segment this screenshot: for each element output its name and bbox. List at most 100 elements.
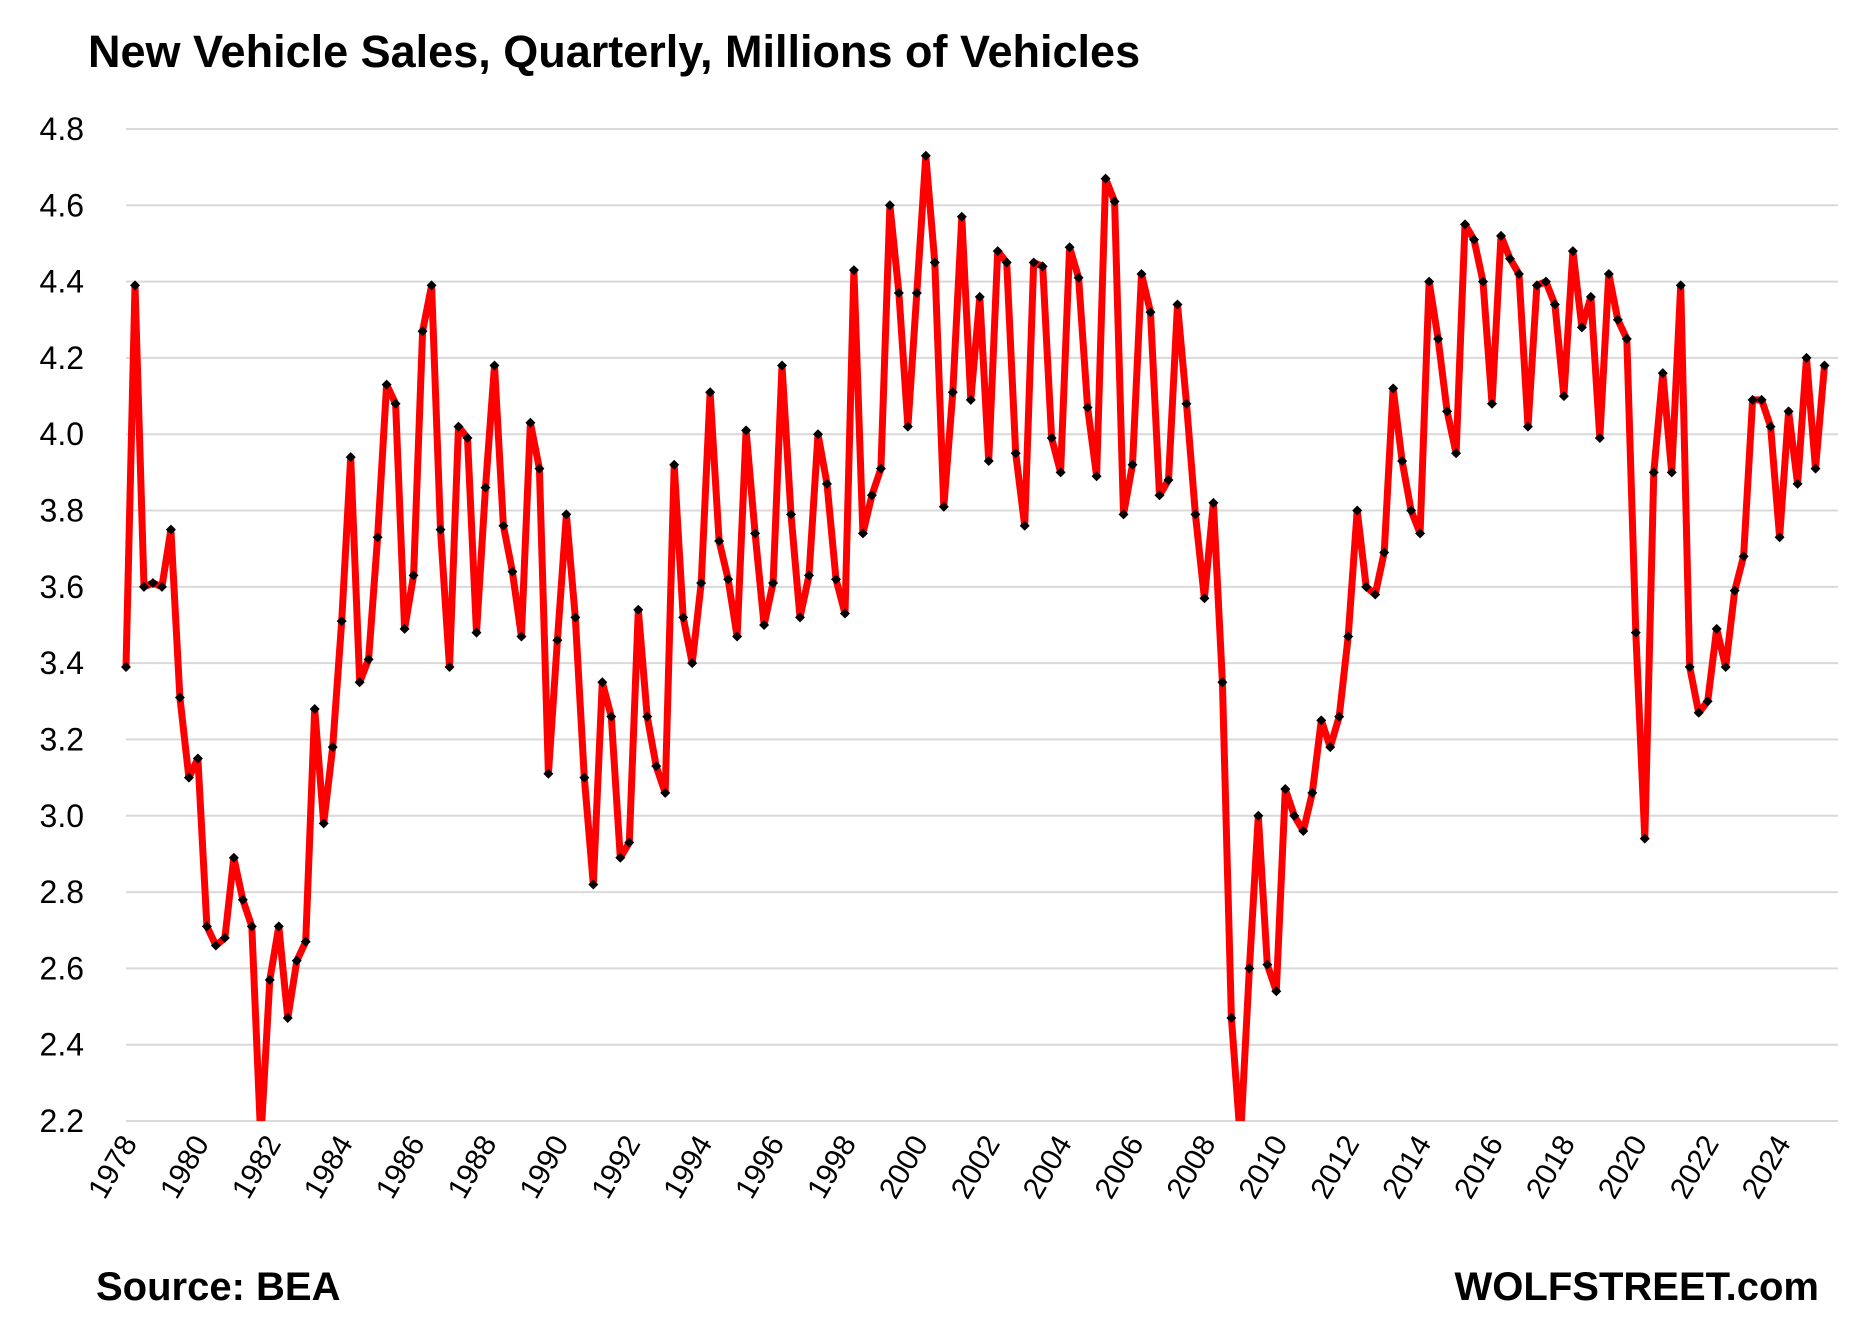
data-point-marker bbox=[1199, 593, 1210, 604]
x-tick-label: 1980 bbox=[154, 1130, 216, 1204]
y-tick-label: 4.4 bbox=[40, 264, 84, 300]
data-point-marker bbox=[911, 288, 922, 299]
data-point-marker bbox=[1540, 276, 1551, 287]
data-point-marker bbox=[165, 524, 176, 535]
data-point-marker bbox=[1720, 661, 1731, 672]
y-tick-label: 3.6 bbox=[40, 569, 84, 605]
data-point-marker bbox=[228, 852, 239, 863]
data-point-marker bbox=[417, 326, 428, 337]
data-point-marker bbox=[282, 1012, 293, 1023]
data-point-marker bbox=[633, 604, 644, 615]
data-point-marker bbox=[1792, 478, 1803, 489]
data-point-marker bbox=[696, 578, 707, 589]
data-point-marker bbox=[1379, 547, 1390, 558]
data-point-marker bbox=[372, 532, 383, 543]
data-point-marker bbox=[624, 837, 635, 848]
data-point-marker bbox=[1181, 398, 1192, 409]
data-point-marker bbox=[750, 528, 761, 539]
data-point-marker bbox=[848, 265, 859, 276]
data-point-marker bbox=[1325, 742, 1336, 753]
data-point-marker bbox=[1657, 368, 1668, 379]
data-point-marker bbox=[192, 753, 203, 764]
data-point-marker bbox=[1747, 394, 1758, 405]
data-point-marker bbox=[1352, 505, 1363, 516]
data-point-marker bbox=[552, 635, 563, 646]
data-point-marker bbox=[1073, 272, 1084, 283]
x-tick-label: 2020 bbox=[1592, 1130, 1654, 1204]
x-tick-label: 2010 bbox=[1232, 1130, 1294, 1204]
data-point-marker bbox=[875, 463, 886, 474]
x-tick-label: 1988 bbox=[442, 1130, 504, 1204]
data-point-marker bbox=[929, 257, 940, 268]
data-point-marker bbox=[1513, 268, 1524, 279]
y-tick-label: 2.8 bbox=[40, 874, 84, 910]
data-point-marker bbox=[1531, 280, 1542, 291]
data-point-marker bbox=[839, 608, 850, 619]
data-point-marker bbox=[1738, 551, 1749, 562]
data-point-marker bbox=[1702, 696, 1713, 707]
data-point-marker bbox=[1208, 497, 1219, 508]
data-point-marker bbox=[1226, 1012, 1237, 1023]
data-point-marker bbox=[741, 425, 752, 436]
y-axis-tick-labels: 2.2 2.4 2.6 2.8 3.0 3.2 3.4 3.6 3.8 4.0 4.2 4.4 4.6 4… bbox=[40, 111, 84, 1139]
data-point-marker bbox=[1585, 291, 1596, 302]
data-point-marker bbox=[759, 620, 770, 630]
data-point-marker bbox=[821, 478, 832, 489]
data-point-marker bbox=[642, 711, 653, 722]
data-point-marker bbox=[1522, 421, 1533, 432]
data-point-marker bbox=[1064, 242, 1075, 253]
data-point-marker bbox=[768, 578, 779, 589]
data-point-marker bbox=[237, 894, 248, 905]
data-point-marker bbox=[1478, 276, 1489, 287]
y-tick-label: 3.8 bbox=[40, 493, 84, 529]
data-point-marker bbox=[1567, 246, 1578, 257]
data-point-marker bbox=[1010, 448, 1021, 459]
data-point-marker bbox=[1370, 589, 1381, 600]
data-point-marker bbox=[174, 692, 185, 703]
data-point-marker bbox=[983, 455, 994, 466]
data-point-marker bbox=[561, 509, 572, 520]
plot-area bbox=[121, 150, 1830, 1121]
data-point-marker bbox=[1334, 711, 1345, 722]
data-point-marker bbox=[965, 394, 976, 405]
x-tick-label: 1996 bbox=[729, 1130, 791, 1204]
data-point-marker bbox=[651, 761, 662, 772]
data-point-marker bbox=[516, 631, 527, 642]
data-point-marker bbox=[381, 379, 392, 390]
data-point-marker bbox=[1217, 677, 1228, 688]
data-point-marker bbox=[732, 631, 743, 642]
data-point-marker bbox=[1675, 280, 1686, 291]
data-point-marker bbox=[354, 677, 365, 688]
data-point-marker bbox=[1253, 810, 1264, 821]
data-point-marker bbox=[884, 200, 895, 211]
data-point-marker bbox=[1055, 467, 1066, 478]
data-point-marker bbox=[1298, 826, 1309, 837]
data-point-marker bbox=[857, 528, 868, 539]
y-tick-label: 3.2 bbox=[40, 721, 84, 757]
data-point-marker bbox=[498, 520, 509, 531]
data-point-marker bbox=[336, 616, 347, 627]
data-point-marker bbox=[363, 654, 374, 665]
data-point-marker bbox=[974, 291, 985, 302]
data-point-marker bbox=[1630, 627, 1641, 638]
data-point-marker bbox=[1028, 257, 1039, 268]
data-point-marker bbox=[1469, 234, 1480, 245]
data-point-marker bbox=[606, 711, 617, 722]
data-point-marker bbox=[291, 955, 302, 966]
series-line bbox=[122, 152, 1828, 1121]
x-tick-label: 1990 bbox=[513, 1130, 575, 1204]
data-point-marker bbox=[1424, 276, 1435, 287]
x-tick-label: 2016 bbox=[1448, 1130, 1510, 1204]
x-tick-label: 2012 bbox=[1304, 1130, 1366, 1204]
data-point-marker bbox=[121, 661, 131, 672]
data-point-marker bbox=[786, 509, 797, 520]
x-tick-label: 2022 bbox=[1664, 1130, 1726, 1204]
data-point-marker bbox=[1280, 784, 1291, 795]
y-tick-label: 3.0 bbox=[40, 798, 84, 834]
data-point-marker bbox=[1558, 391, 1569, 402]
x-tick-label: 2018 bbox=[1520, 1130, 1582, 1204]
data-point-marker bbox=[1801, 352, 1812, 363]
data-point-marker bbox=[1433, 333, 1444, 344]
data-point-marker bbox=[1621, 333, 1632, 344]
data-point-marker bbox=[1783, 406, 1794, 417]
